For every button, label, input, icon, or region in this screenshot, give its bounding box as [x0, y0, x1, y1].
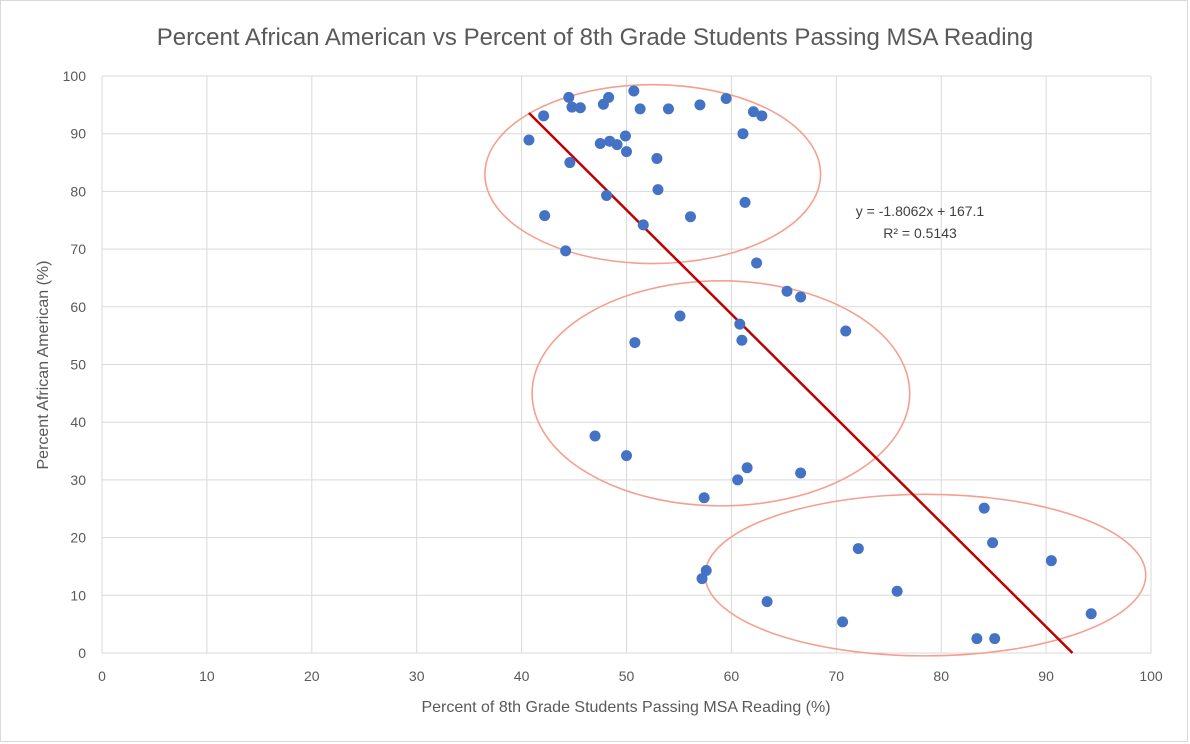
chart-title: Percent African American vs Percent of 8…	[157, 24, 1033, 51]
x-tick-label: 80	[933, 668, 949, 684]
data-point	[732, 474, 744, 486]
x-tick-label: 10	[199, 668, 215, 684]
x-tick-label: 20	[304, 668, 320, 684]
x-tick-label: 100	[1139, 668, 1163, 684]
data-point	[621, 146, 632, 158]
cluster-ellipse-3	[704, 493, 1147, 657]
cluster-ellipse-2	[531, 280, 911, 507]
data-point	[652, 184, 664, 196]
data-point	[795, 467, 807, 479]
data-point	[538, 110, 550, 122]
data-point	[589, 430, 601, 442]
y-axis-label: Percent African American (%)	[35, 261, 52, 470]
data-point	[741, 462, 753, 474]
data-point	[978, 502, 990, 514]
y-tick-label: 50	[70, 357, 86, 373]
trendline	[528, 112, 1074, 654]
data-point	[751, 257, 763, 269]
y-tick-label: 60	[70, 299, 86, 315]
data-point	[696, 573, 708, 585]
x-tick-label: 40	[514, 668, 530, 684]
data-point	[560, 245, 572, 257]
data-point	[539, 210, 551, 222]
data-point	[736, 334, 748, 346]
data-point	[698, 492, 710, 504]
data-point	[611, 139, 623, 151]
data-point	[971, 633, 983, 645]
data-point	[634, 103, 646, 115]
data-point	[603, 91, 615, 103]
y-tick-label: 100	[63, 68, 87, 84]
data-point	[1045, 555, 1057, 567]
data-point	[563, 91, 575, 103]
data-point	[700, 564, 712, 576]
x-tick-label: 50	[619, 668, 635, 684]
data-point	[684, 211, 696, 223]
x-tick-label: 0	[98, 668, 106, 684]
trendline-equation: y = -1.8062x + 167.1	[856, 203, 985, 219]
y-tick-label: 80	[70, 183, 86, 199]
data-point	[564, 157, 576, 169]
data-point	[674, 310, 686, 322]
x-tick-label: 90	[1038, 668, 1054, 684]
data-point	[637, 219, 649, 231]
data-point	[989, 633, 1001, 645]
data-point	[694, 99, 706, 111]
y-tick-label: 0	[78, 645, 86, 661]
trendline-layer	[528, 112, 1074, 654]
data-point	[662, 103, 674, 115]
grid-lines	[101, 75, 1152, 654]
data-point	[756, 110, 768, 122]
data-point	[720, 93, 732, 105]
y-tick-label: 10	[70, 587, 86, 603]
cluster-ellipses	[484, 83, 1147, 657]
y-tick-label: 40	[70, 414, 86, 430]
data-point	[574, 102, 586, 114]
data-point	[601, 189, 613, 201]
data-point	[737, 128, 749, 140]
y-tick-label: 70	[70, 241, 86, 257]
data-point	[837, 616, 849, 628]
data-point	[566, 101, 578, 113]
data-point	[795, 291, 807, 303]
data-point	[523, 134, 535, 146]
y-tick-labels: 0 10 20 30 40 50 60 70 80 90 100	[63, 68, 87, 661]
data-point	[852, 543, 864, 555]
y-tick-label: 30	[70, 472, 86, 488]
x-tick-labels: 0 10 20 30 40 50 60 70 80 90 100	[98, 668, 1163, 684]
data-point	[739, 196, 751, 208]
data-point	[840, 325, 852, 337]
y-tick-label: 20	[70, 530, 86, 546]
data-point	[987, 537, 999, 549]
data-point	[761, 596, 773, 608]
data-point	[1085, 608, 1097, 620]
x-tick-label: 30	[409, 668, 425, 684]
data-points	[523, 85, 1097, 645]
x-axis-label: Percent of 8th Grade Students Passing MS…	[421, 699, 830, 716]
data-point	[628, 85, 640, 97]
data-point	[781, 285, 793, 297]
data-point	[651, 153, 663, 165]
cluster-ellipse-1	[484, 83, 822, 265]
trendline-r-squared: R² = 0.5143	[883, 225, 957, 241]
data-point	[594, 138, 606, 150]
data-point	[629, 337, 641, 349]
x-tick-label: 70	[829, 668, 845, 684]
y-tick-label: 90	[70, 126, 86, 142]
data-point	[734, 318, 746, 330]
data-point	[621, 450, 632, 462]
data-point	[747, 106, 759, 118]
x-tick-label: 60	[724, 668, 740, 684]
data-point	[619, 130, 631, 142]
data-point	[891, 585, 903, 597]
